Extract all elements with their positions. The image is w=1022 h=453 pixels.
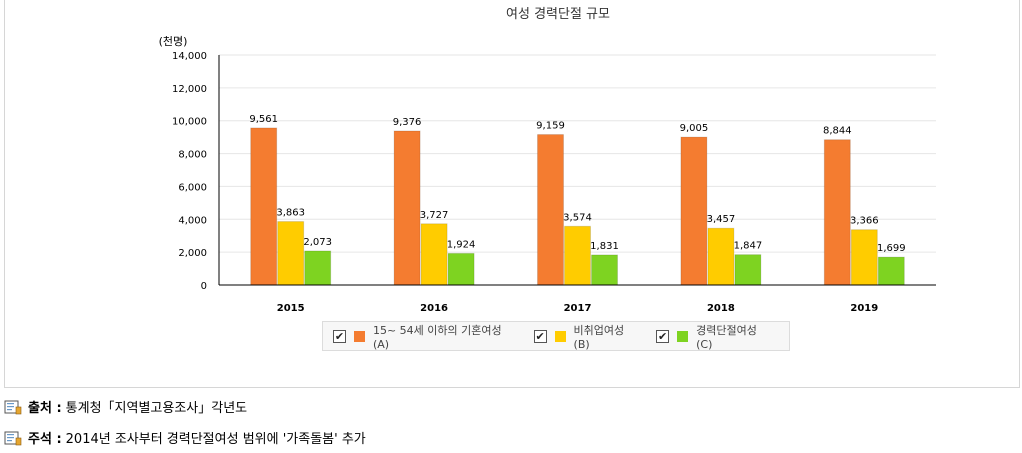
legend-label-c: 경력단절여성(C) — [696, 323, 757, 351]
y-tick-label: 14,000 — [172, 51, 207, 62]
data-label: 1,831 — [590, 241, 619, 252]
checkbox-icon[interactable]: ✔ — [533, 329, 547, 343]
data-label: 9,561 — [249, 114, 278, 125]
bar-2017-s2[interactable] — [591, 254, 618, 286]
bar-2017-s0[interactable] — [537, 134, 564, 286]
data-label: 1,847 — [734, 241, 763, 252]
legend: ✔ 15~ 54세 이하의 기혼여성(A) ✔ 비취업여성(B) ✔ 경력단절여… — [322, 321, 790, 351]
remark-key: 주석 : — [28, 432, 62, 447]
bar-2018-s2[interactable] — [734, 254, 762, 286]
bar-2018-s1[interactable] — [707, 227, 735, 286]
data-label: 3,457 — [707, 214, 736, 225]
chart-panel: 여성 경력단절 규모 (천명) 9,561 3,863 2,073 9,376 3,72… — [4, 0, 1020, 388]
x-tick-label: 2016 — [420, 303, 448, 314]
chart-svg: 여성 경력단절 규모 (천명) 9,561 3,863 2,073 9,376 3,72… — [159, 7, 936, 314]
source-key: 출처 : — [28, 401, 62, 416]
bars-layer — [250, 127, 905, 286]
book-icon — [4, 400, 22, 414]
axis-layer: 0 2,000 4,000 6,000 8,000 10,000 12,000 14,000 2… — [172, 51, 936, 314]
bar-2017-s1[interactable] — [564, 225, 591, 286]
bar-2018-s0[interactable] — [680, 136, 708, 286]
remark-note: 주석 : 2014년 조사부터 경력단절여성 범위에 '가족돌봄' 추가 — [4, 428, 366, 447]
data-label: 9,159 — [536, 121, 565, 132]
legend-label-a: 15~ 54세 이하의 기혼여성(A) — [372, 323, 502, 351]
bar-2015-s2[interactable] — [304, 250, 332, 286]
bar-2015-s1[interactable] — [277, 221, 305, 286]
legend-swatch-a — [353, 330, 365, 342]
remark-text: 2014년 조사부터 경력단절여성 범위에 '가족돌봄' 추가 — [65, 432, 366, 447]
bar-2016-s0[interactable] — [393, 130, 421, 286]
data-label: 3,366 — [850, 216, 879, 227]
legend-item-c[interactable]: ✔ 경력단절여성(C) — [656, 322, 773, 351]
bar-2016-s1[interactable] — [420, 223, 448, 286]
legend-swatch-b — [554, 330, 566, 342]
data-label: 9,005 — [680, 123, 709, 134]
labels-layer: 9,561 3,863 2,073 9,376 3,727 1,924 9,159 3,574… — [249, 114, 905, 254]
data-label: 3,863 — [276, 208, 305, 219]
y-tick-label: 0 — [201, 281, 207, 292]
bar-2019-s0[interactable] — [823, 139, 851, 286]
legend-swatch-c — [677, 330, 689, 342]
y-tick-label: 8,000 — [178, 150, 207, 161]
data-label: 2,073 — [303, 237, 332, 248]
y-tick-label: 2,000 — [178, 248, 207, 259]
x-tick-label: 2015 — [277, 303, 305, 314]
data-label: 8,844 — [823, 126, 852, 137]
source-text: 통계청「지역별고용조사」각년도 — [65, 401, 248, 416]
checkbox-icon[interactable]: ✔ — [656, 329, 670, 343]
legend-item-a[interactable]: ✔ 15~ 54세 이하의 기혼여성(A) — [333, 322, 518, 351]
grid-layer — [219, 54, 936, 253]
x-tick-label: 2017 — [564, 303, 592, 314]
chart-title: 여성 경력단절 규모 — [506, 7, 610, 22]
y-tick-label: 12,000 — [172, 84, 207, 95]
data-label: 1,924 — [447, 239, 476, 250]
data-label: 1,699 — [877, 243, 906, 254]
bar-2019-s1[interactable] — [850, 229, 878, 286]
data-label: 3,574 — [563, 212, 592, 223]
legend-item-b[interactable]: ✔ 비취업여성(B) — [533, 322, 641, 351]
checkbox-icon[interactable]: ✔ — [333, 329, 346, 343]
x-tick-label: 2019 — [850, 303, 878, 314]
y-tick-label: 10,000 — [172, 117, 207, 128]
bar-2019-s2[interactable] — [877, 256, 905, 286]
data-label: 3,727 — [420, 210, 449, 221]
y-tick-label: 4,000 — [178, 215, 207, 226]
data-label: 9,376 — [393, 117, 422, 128]
y-tick-label: 6,000 — [178, 182, 207, 193]
legend-label-b: 비취업여성(B) — [573, 323, 625, 351]
source-note: 출처 : 통계청「지역별고용조사」각년도 — [4, 397, 247, 416]
x-tick-label: 2018 — [707, 303, 735, 314]
book-icon — [4, 431, 22, 445]
y-unit-label: (천명) — [159, 34, 188, 48]
bar-2016-s2[interactable] — [447, 252, 475, 286]
bar-2015-s0[interactable] — [250, 127, 278, 286]
